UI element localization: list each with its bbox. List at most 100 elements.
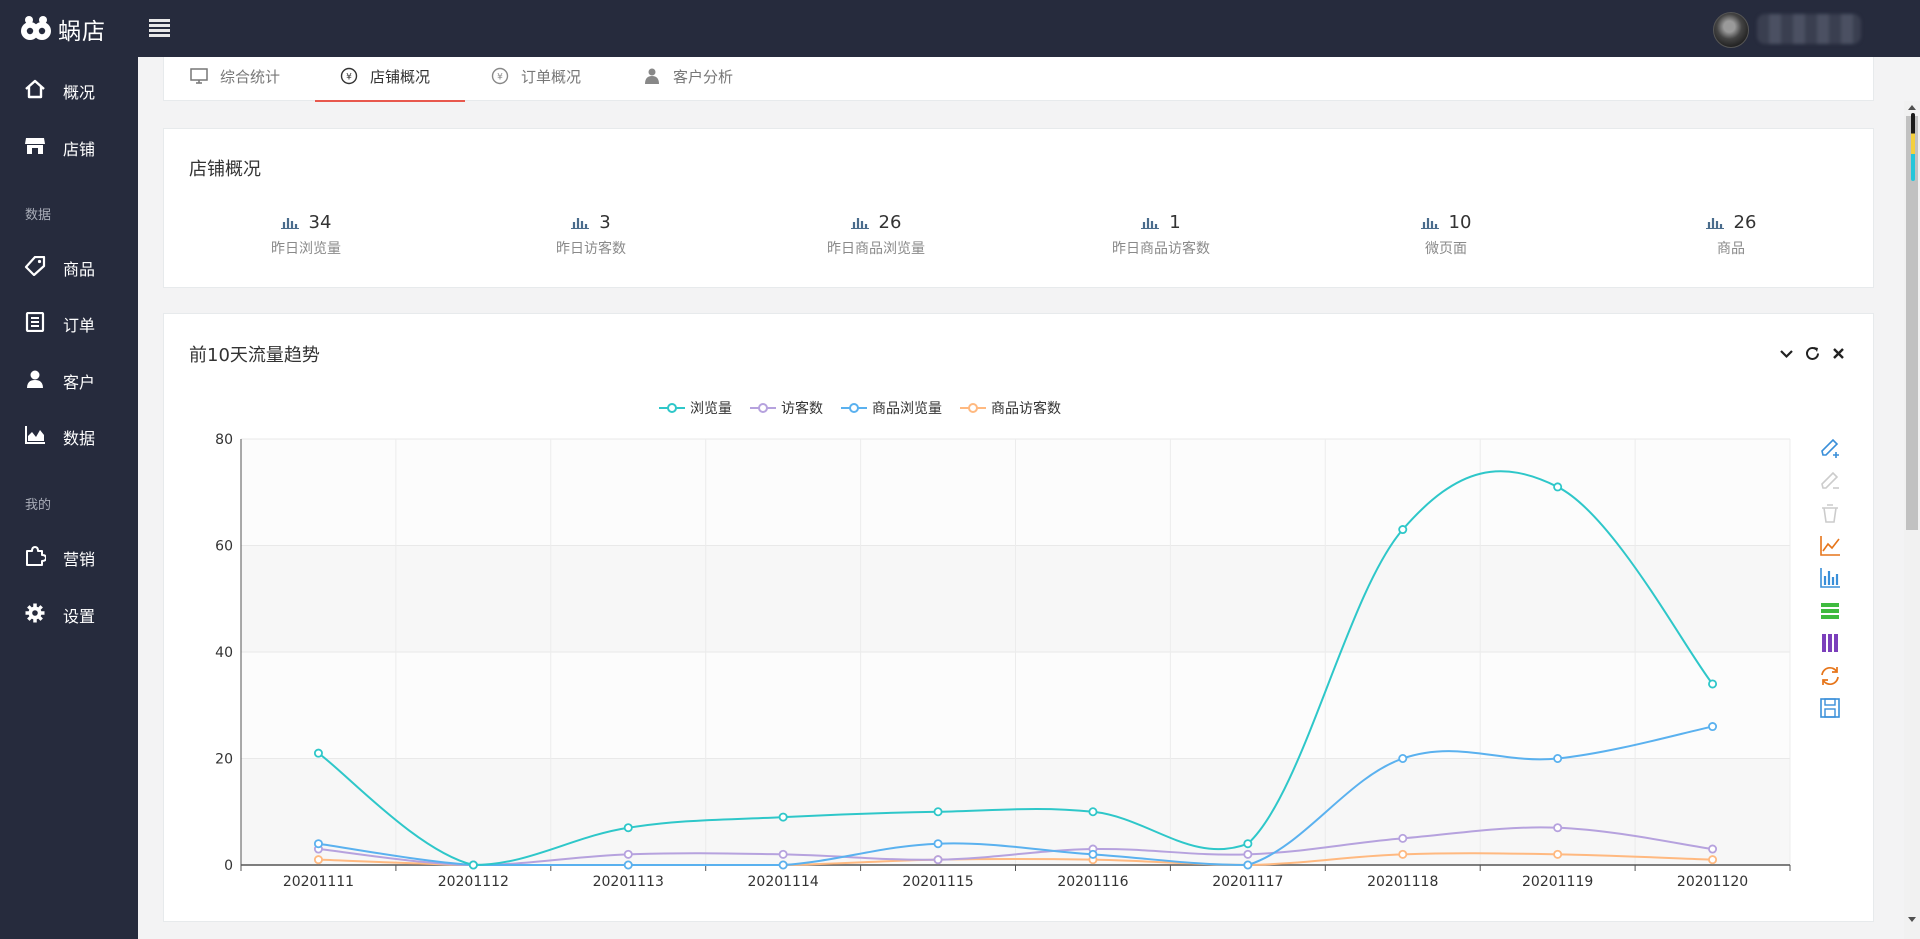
x-tick-label: 20201119	[1522, 874, 1593, 890]
stat-value: 1	[1169, 211, 1181, 233]
legend-item-product-visitors[interactable]: 商品访客数	[960, 398, 1061, 418]
data-point	[778, 812, 788, 822]
svg-text:¥: ¥	[346, 73, 352, 83]
data-point	[1708, 679, 1718, 689]
data-point	[1553, 823, 1563, 833]
line-chart-icon[interactable]	[1818, 534, 1842, 558]
tab-order-overview[interactable]: ¥ 订单概况	[491, 54, 581, 98]
data-point	[623, 823, 633, 833]
legend-marker	[960, 403, 986, 413]
sidebar-item-store[interactable]: 店铺	[0, 124, 138, 168]
legend-item-product-views[interactable]: 商品浏览量	[841, 398, 942, 418]
series-line	[317, 470, 1714, 867]
data-point	[933, 807, 943, 817]
sidebar-item-orders[interactable]: 订单	[0, 300, 138, 344]
stat-label: 微页面	[1425, 241, 1467, 257]
series-line	[318, 725, 1713, 867]
close-icon[interactable]	[1830, 345, 1847, 362]
tiled-icon[interactable]	[1818, 631, 1842, 655]
section-label-mine: 我的	[25, 498, 52, 513]
data-point	[1398, 833, 1408, 843]
logo[interactable]: 蜗店	[20, 12, 106, 46]
y-tick-label: 40	[215, 645, 233, 661]
data-point	[1708, 855, 1718, 865]
legend-label: 浏览量	[690, 401, 732, 417]
stat-yesterday-views: 34 昨日浏览量	[206, 210, 406, 258]
data-point	[1243, 839, 1253, 849]
tab-bar	[163, 57, 1874, 101]
save-image-icon[interactable]	[1818, 696, 1842, 720]
tab-label: 店铺概况	[370, 67, 431, 86]
active-tab-indicator	[315, 100, 465, 102]
stat-yesterday-product-visitors: 1 昨日商品访客数	[1061, 210, 1261, 258]
data-point	[778, 849, 788, 859]
tab-customer-analysis[interactable]: 客户分析	[643, 54, 733, 98]
data-point	[1553, 753, 1563, 763]
sidebar-item-data[interactable]: 数据	[0, 413, 138, 457]
data-point	[933, 839, 943, 849]
x-tick-label: 20201118	[1367, 874, 1438, 890]
tab-label: 订单概况	[521, 67, 582, 86]
zoom-out-icon[interactable]	[1818, 469, 1842, 493]
scroll-up-arrow-icon[interactable]	[1908, 105, 1916, 110]
zoom-reset-icon[interactable]	[1818, 501, 1842, 525]
refresh-icon[interactable]	[1804, 345, 1821, 362]
menu-toggle-icon[interactable]	[149, 19, 170, 37]
y-tick-label: 80	[215, 432, 233, 448]
sidebar-item-overview[interactable]: 概况	[0, 67, 138, 111]
chart-toolbox	[1818, 436, 1848, 729]
data-point	[1243, 849, 1253, 859]
y-tick-label: 20	[215, 752, 233, 768]
data-point	[1088, 849, 1098, 859]
scrollbar-thumb[interactable]	[1906, 116, 1918, 530]
bar-chart-icon	[280, 218, 299, 229]
bar-chart-icon	[571, 218, 590, 229]
x-tick-label: 20201115	[902, 874, 973, 890]
avatar[interactable]	[1713, 12, 1749, 48]
data-point	[313, 839, 323, 849]
sidebar-item-settings[interactable]: 设置	[0, 591, 138, 635]
overview-title: 店铺概况	[189, 159, 261, 180]
monitor-icon	[190, 68, 208, 84]
legend-item-views[interactable]: 浏览量	[659, 398, 732, 418]
data-point	[1398, 525, 1408, 535]
restore-icon[interactable]	[1818, 664, 1842, 688]
zoom-in-icon[interactable]	[1818, 436, 1842, 460]
data-point	[313, 855, 323, 865]
data-point	[623, 860, 633, 870]
scroll-down-arrow-icon[interactable]	[1908, 917, 1916, 922]
data-point	[933, 855, 943, 865]
bar-chart-icon[interactable]	[1818, 566, 1842, 590]
sidebar-item-label: 订单	[63, 316, 96, 335]
puzzle-icon	[26, 546, 46, 566]
sidebar-item-products[interactable]: 商品	[0, 244, 138, 288]
data-point	[313, 748, 323, 758]
bar-chart-icon	[850, 218, 869, 229]
tab-label: 综合统计	[220, 67, 281, 86]
stat-yesterday-product-views: 26 昨日商品浏览量	[776, 210, 976, 258]
sidebar-item-marketing[interactable]: 营销	[0, 534, 138, 578]
sidebar-item-label: 营销	[63, 550, 96, 569]
stat-value: 34	[308, 211, 332, 233]
stat-value: 26	[878, 211, 902, 233]
trend-title: 前10天流量趋势	[189, 345, 320, 366]
y-tick-label: 60	[215, 539, 233, 555]
data-point	[1708, 844, 1718, 854]
store-overview-panel	[163, 128, 1874, 288]
legend-marker	[841, 403, 867, 413]
x-tick-label: 20201114	[748, 874, 819, 890]
data-point	[468, 860, 478, 870]
legend-label: 商品访客数	[991, 401, 1061, 417]
tab-store-overview[interactable]: ¥ 店铺概况	[340, 54, 430, 98]
stack-icon[interactable]	[1818, 599, 1842, 623]
stat-label: 昨日浏览量	[271, 241, 341, 257]
collapse-chevron-icon[interactable]	[1778, 345, 1795, 362]
legend-item-visitors[interactable]: 访客数	[750, 398, 823, 418]
username-redacted[interactable]	[1757, 14, 1861, 44]
sidebar-item-label: 数据	[63, 429, 96, 448]
svg-text:¥: ¥	[497, 73, 503, 83]
stat-micro-pages: 10 微页面	[1346, 210, 1546, 258]
tab-overall-stats[interactable]: 综合统计	[190, 54, 280, 98]
sidebar-item-customers[interactable]: 客户	[0, 357, 138, 401]
x-tick-label: 20201120	[1677, 874, 1748, 890]
